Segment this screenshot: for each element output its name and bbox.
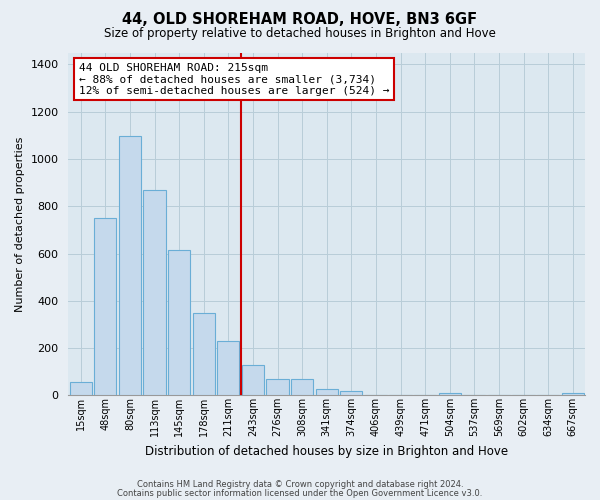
Bar [562,393,584,396]
Bar [119,136,141,396]
Text: Contains public sector information licensed under the Open Government Licence v3: Contains public sector information licen… [118,488,482,498]
Bar [266,379,289,396]
Bar [193,312,215,396]
Bar [340,390,362,396]
Text: Contains HM Land Registry data © Crown copyright and database right 2024.: Contains HM Land Registry data © Crown c… [137,480,463,489]
Text: 44, OLD SHOREHAM ROAD, HOVE, BN3 6GF: 44, OLD SHOREHAM ROAD, HOVE, BN3 6GF [122,12,478,28]
Bar [291,379,313,396]
Bar [316,390,338,396]
Text: 44 OLD SHOREHAM ROAD: 215sqm
← 88% of detached houses are smaller (3,734)
12% of: 44 OLD SHOREHAM ROAD: 215sqm ← 88% of de… [79,63,389,96]
Bar [168,250,190,396]
X-axis label: Distribution of detached houses by size in Brighton and Hove: Distribution of detached houses by size … [145,444,508,458]
Bar [439,393,461,396]
Bar [217,341,239,396]
Text: Size of property relative to detached houses in Brighton and Hove: Size of property relative to detached ho… [104,28,496,40]
Bar [70,382,92,396]
Y-axis label: Number of detached properties: Number of detached properties [15,136,25,312]
Bar [94,218,116,396]
Bar [242,364,264,396]
Bar [143,190,166,396]
